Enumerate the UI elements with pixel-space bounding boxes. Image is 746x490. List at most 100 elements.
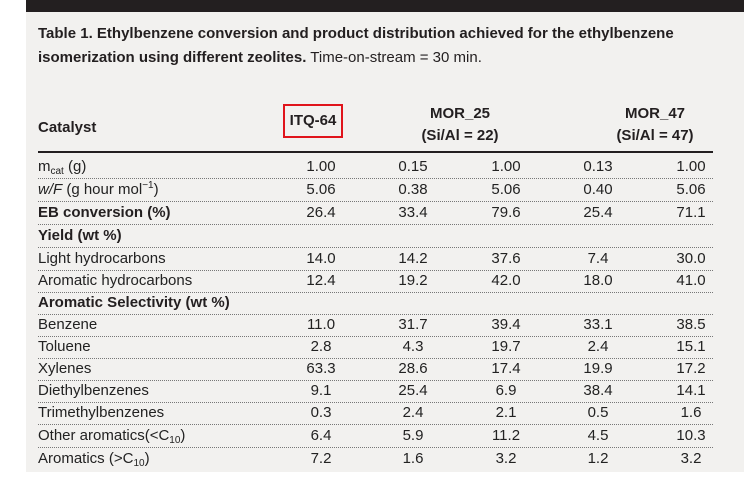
table-row: w/F (g hour mol−1) 5.06 0.38 5.06 0.40 5… <box>38 179 713 202</box>
cell-mor47-b: 10.3 <box>676 427 706 444</box>
cell-mor47-a: 33.1 <box>583 316 613 333</box>
cell-mor25-a: 0.15 <box>398 158 428 175</box>
cell-mor25-b: 11.2 <box>491 427 521 444</box>
header-itq64: ITQ-64 <box>289 112 337 129</box>
table-row: Diethylbenzenes 9.1 25.4 6.9 38.4 14.1 <box>38 380 713 403</box>
header-mor47-name: MOR_47 <box>624 105 686 122</box>
cell-mor47-b: 17.2 <box>676 360 706 377</box>
section-row: Yield (wt %) <box>38 225 713 248</box>
table-row: Light hydrocarbons 14.0 14.2 37.6 7.4 30… <box>38 248 713 271</box>
cell-itq64: 26.4 <box>306 204 336 221</box>
cell-mor47-b: 1.00 <box>676 158 706 175</box>
cell-itq64: 7.2 <box>310 450 332 467</box>
cell-itq64: 1.00 <box>306 158 336 175</box>
header-mor25-name: MOR_25 <box>429 105 491 122</box>
table-caption: Table 1. Ethylbenzene conversion and pro… <box>38 22 728 70</box>
cell-mor47-a: 25.4 <box>583 204 613 221</box>
row-label: EB conversion (%) <box>38 204 171 221</box>
row-label: Benzene <box>38 316 98 333</box>
cell-mor47-a: 18.0 <box>583 272 613 289</box>
cell-itq64: 11.0 <box>306 316 336 333</box>
header-mor25-ratio: (Si/Al = 22) <box>421 127 499 144</box>
cell-mor47-b: 5.06 <box>676 181 706 198</box>
cell-mor25-b: 2.1 <box>495 404 517 421</box>
cell-mor25-a: 25.4 <box>398 382 428 399</box>
table-row: mcat (g) 1.00 0.15 1.00 0.13 1.00 <box>38 156 713 179</box>
cell-itq64: 9.1 <box>310 382 332 399</box>
table-row: Toluene 2.8 4.3 19.7 2.4 15.1 <box>38 336 713 359</box>
row-label: mcat (g) <box>38 158 87 177</box>
row-label: Trimethylbenzenes <box>38 404 165 421</box>
table-row: Xylenes 63.3 28.6 17.4 19.9 17.2 <box>38 358 713 381</box>
cell-mor47-b: 38.5 <box>676 316 706 333</box>
header-divider <box>38 151 713 153</box>
cell-mor25-b: 79.6 <box>491 204 521 221</box>
cell-mor47-a: 1.2 <box>587 450 609 467</box>
cell-mor47-a: 4.5 <box>587 427 609 444</box>
table-row: Benzene 11.0 31.7 39.4 33.1 38.5 <box>38 314 713 337</box>
cell-mor25-b: 1.00 <box>491 158 521 175</box>
row-label: Aromatics (>C10) <box>38 450 150 469</box>
cell-mor25-a: 2.4 <box>402 404 424 421</box>
row-label: Other aromatics(<C10) <box>38 427 186 446</box>
section-row: Aromatic Selectivity (wt %) <box>38 292 713 315</box>
row-label: w/F (g hour mol−1) <box>38 180 159 199</box>
cell-mor47-b: 41.0 <box>676 272 706 289</box>
cell-mor25-b: 6.9 <box>495 382 517 399</box>
table-row: Aromatic hydrocarbons 12.4 19.2 42.0 18.… <box>38 270 713 293</box>
section-label: Aromatic Selectivity (wt %) <box>38 294 230 311</box>
itq-highlight-box <box>283 104 343 138</box>
cell-mor25-b: 42.0 <box>491 272 521 289</box>
cell-mor47-b: 3.2 <box>680 450 702 467</box>
row-label: Aromatic hydrocarbons <box>38 272 193 289</box>
header-catalyst: Catalyst <box>38 119 97 136</box>
cell-mor25-a: 33.4 <box>398 204 428 221</box>
cell-itq64: 5.06 <box>306 181 336 198</box>
header-mor47: MOR_47 (Si/Al = 47) <box>580 103 730 147</box>
table-row: Trimethylbenzenes 0.3 2.4 2.1 0.5 1.6 <box>38 402 713 425</box>
cell-mor47-a: 0.5 <box>587 404 609 421</box>
cell-mor25-a: 4.3 <box>402 338 424 355</box>
cell-mor25-b: 19.7 <box>491 338 521 355</box>
cell-itq64: 2.8 <box>310 338 332 355</box>
top-rule-bar <box>26 0 744 12</box>
cell-mor47-a: 0.40 <box>583 181 613 198</box>
cell-mor25-a: 28.6 <box>398 360 428 377</box>
table-row: Aromatics (>C10) 7.2 1.6 3.2 1.2 3.2 <box>38 448 713 470</box>
cell-mor25-a: 14.2 <box>398 250 428 267</box>
cell-mor25-b: 3.2 <box>495 450 517 467</box>
header-mor47-ratio: (Si/Al = 47) <box>616 127 694 144</box>
cell-mor47-b: 1.6 <box>680 404 702 421</box>
cell-mor47-b: 30.0 <box>676 250 706 267</box>
cell-itq64: 12.4 <box>306 272 336 289</box>
row-label: Diethylbenzenes <box>38 382 149 399</box>
cell-mor25-a: 1.6 <box>402 450 424 467</box>
cell-mor47-b: 14.1 <box>676 382 706 399</box>
cell-itq64: 6.4 <box>310 427 332 444</box>
table-panel <box>26 12 744 472</box>
cell-itq64: 63.3 <box>306 360 336 377</box>
cell-mor25-b: 37.6 <box>491 250 521 267</box>
cell-mor25-a: 19.2 <box>398 272 428 289</box>
cell-mor25-a: 5.9 <box>402 427 424 444</box>
table-row: EB conversion (%) 26.4 33.4 79.6 25.4 71… <box>38 202 713 225</box>
caption-normal: Time-on-stream = 30 min. <box>310 49 482 66</box>
row-label: Xylenes <box>38 360 92 377</box>
table-row: Other aromatics(<C10) 6.4 5.9 11.2 4.5 1… <box>38 425 713 448</box>
cell-mor47-b: 15.1 <box>676 338 706 355</box>
cell-itq64: 0.3 <box>310 404 332 421</box>
caption-bold: Table 1. Ethylbenzene conversion and pro… <box>38 25 674 66</box>
cell-mor25-b: 17.4 <box>491 360 521 377</box>
cell-mor25-a: 31.7 <box>398 316 428 333</box>
cell-mor47-a: 19.9 <box>583 360 613 377</box>
cell-mor25-a: 0.38 <box>398 181 428 198</box>
header-mor25: MOR_25 (Si/Al = 22) <box>385 103 535 147</box>
cell-mor47-a: 0.13 <box>583 158 613 175</box>
cell-mor47-a: 38.4 <box>583 382 613 399</box>
cell-mor47-a: 2.4 <box>587 338 609 355</box>
cell-mor47-a: 7.4 <box>587 250 609 267</box>
cell-itq64: 14.0 <box>306 250 336 267</box>
cell-mor47-b: 71.1 <box>676 204 706 221</box>
cell-mor25-b: 39.4 <box>491 316 521 333</box>
cell-mor25-b: 5.06 <box>491 181 521 198</box>
